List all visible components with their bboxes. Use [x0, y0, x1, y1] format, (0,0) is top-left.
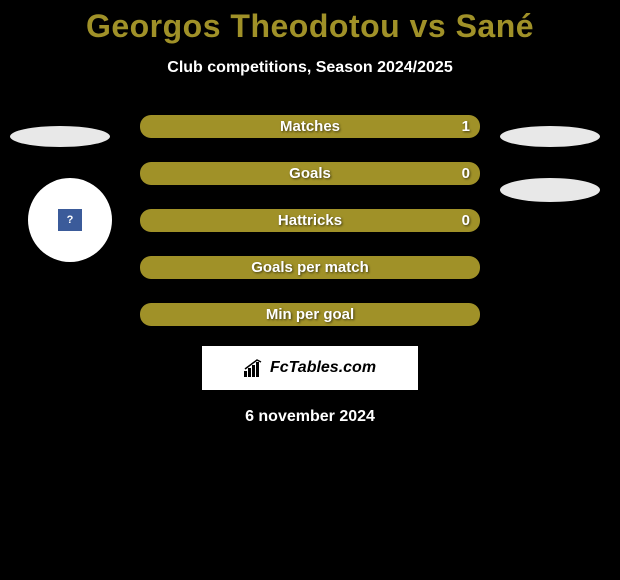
stat-row-goals: Goals 0	[140, 162, 480, 185]
stat-value-right: 0	[462, 212, 470, 229]
decor-ellipse-top-right	[500, 126, 600, 147]
stat-row-goals-per-match: Goals per match	[140, 256, 480, 279]
decor-ellipse-right-2	[500, 178, 600, 202]
brand-chart-icon	[244, 359, 266, 377]
stat-label: Goals	[289, 165, 331, 182]
page-title: Georgos Theodotou vs Sané	[0, 0, 620, 45]
decor-ellipse-top-left	[10, 126, 110, 147]
avatar-unknown-badge: ?	[58, 209, 82, 231]
stat-row-matches: Matches 1	[140, 115, 480, 138]
player-avatar-placeholder: ?	[28, 178, 112, 262]
page-subtitle: Club competitions, Season 2024/2025	[0, 59, 620, 77]
stat-row-hattricks: Hattricks 0	[140, 209, 480, 232]
stat-value-right: 0	[462, 165, 470, 182]
stat-label: Min per goal	[266, 306, 354, 323]
footer-date: 6 november 2024	[0, 408, 620, 426]
stat-label: Goals per match	[251, 259, 369, 276]
stat-row-min-per-goal: Min per goal	[140, 303, 480, 326]
brand-badge: FcTables.com	[202, 346, 418, 390]
stat-label: Hattricks	[278, 212, 342, 229]
avatar-unknown-glyph: ?	[67, 214, 74, 226]
stat-label: Matches	[280, 118, 340, 135]
brand-text: FcTables.com	[270, 359, 376, 377]
stat-value-right: 1	[462, 118, 470, 135]
